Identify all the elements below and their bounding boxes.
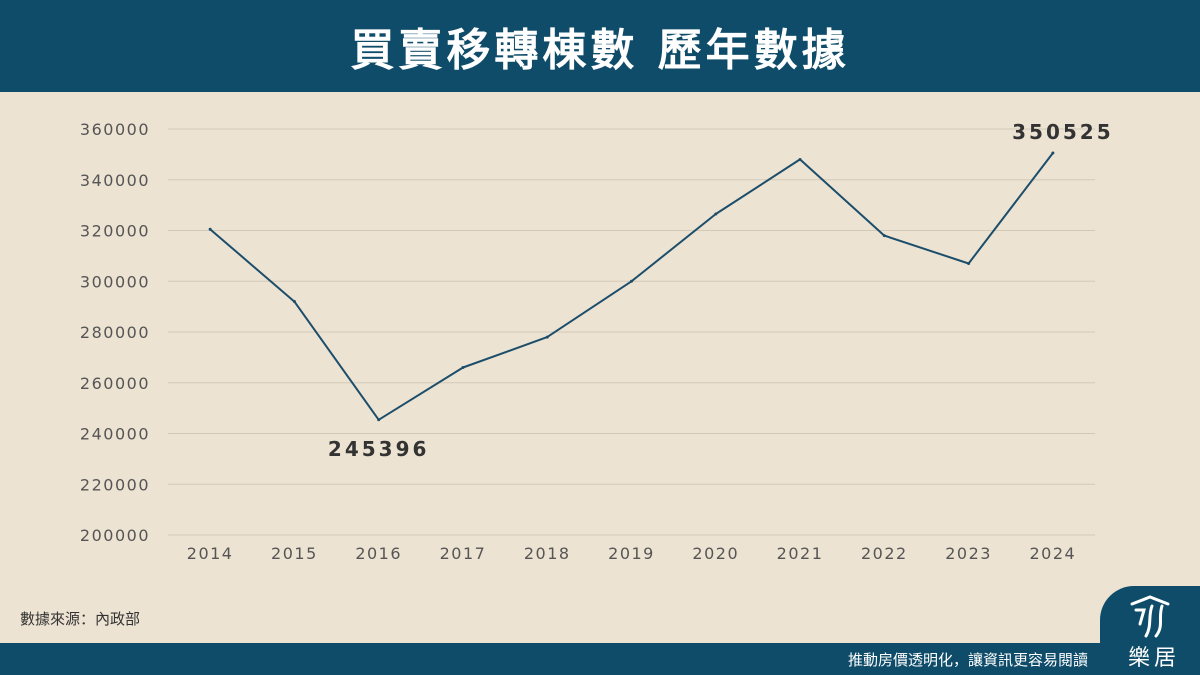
x-tick-label: 2017 — [440, 544, 487, 563]
footer-bar: 推動房價透明化，讓資訊更容易閱讀 — [0, 643, 1200, 675]
data-point — [882, 234, 886, 238]
x-tick-label: 2022 — [861, 544, 908, 563]
x-tick-label: 2019 — [608, 544, 655, 563]
data-point — [1051, 151, 1055, 155]
logo-text: 樂居 — [1128, 646, 1181, 671]
footer-slogan: 推動房價透明化，讓資訊更容易閱讀 — [847, 651, 1088, 669]
data-point — [798, 157, 802, 161]
y-tick-label: 300000 — [80, 272, 150, 291]
y-tick-label: 320000 — [80, 222, 150, 241]
y-tick-label: 360000 — [80, 120, 150, 139]
page-title: 買賣移轉棟數 歷年數據 — [350, 25, 850, 76]
y-tick-label: 220000 — [80, 475, 150, 494]
y-tick-label: 260000 — [80, 374, 150, 393]
data-point — [292, 300, 296, 304]
source-note: 數據來源：內政部 — [20, 610, 141, 628]
house-logo-icon — [1130, 595, 1170, 638]
data-label: 350525 — [1012, 120, 1114, 144]
x-tick-label: 2021 — [777, 544, 824, 563]
data-point — [714, 212, 718, 216]
line-chart: 200000 220000 240000 260000 280000 300000 3200… — [80, 120, 1114, 563]
data-label: 245396 — [328, 437, 430, 461]
data-point — [967, 261, 971, 265]
x-tick-label: 2016 — [355, 544, 402, 563]
data-point — [208, 227, 212, 231]
brand-logo: 樂居 — [1100, 586, 1200, 675]
y-tick-label: 340000 — [80, 171, 150, 190]
data-point — [630, 279, 633, 283]
data-point — [461, 366, 465, 370]
x-tick-label: 2020 — [692, 544, 739, 563]
series-line — [209, 152, 1054, 421]
data-point — [545, 335, 549, 339]
header-bar: 買賣移轉棟數 歷年數據 — [0, 0, 1200, 92]
data-point — [377, 418, 381, 422]
x-tick-label: 2018 — [524, 544, 571, 563]
x-tick-label: 2014 — [187, 544, 234, 563]
y-tick-label: 280000 — [80, 323, 150, 342]
y-tick-label: 240000 — [80, 425, 150, 444]
y-tick-label: 200000 — [80, 526, 150, 545]
x-tick-label: 2024 — [1030, 544, 1077, 563]
x-tick-label: 2023 — [945, 544, 992, 563]
x-tick-label: 2015 — [271, 544, 318, 563]
